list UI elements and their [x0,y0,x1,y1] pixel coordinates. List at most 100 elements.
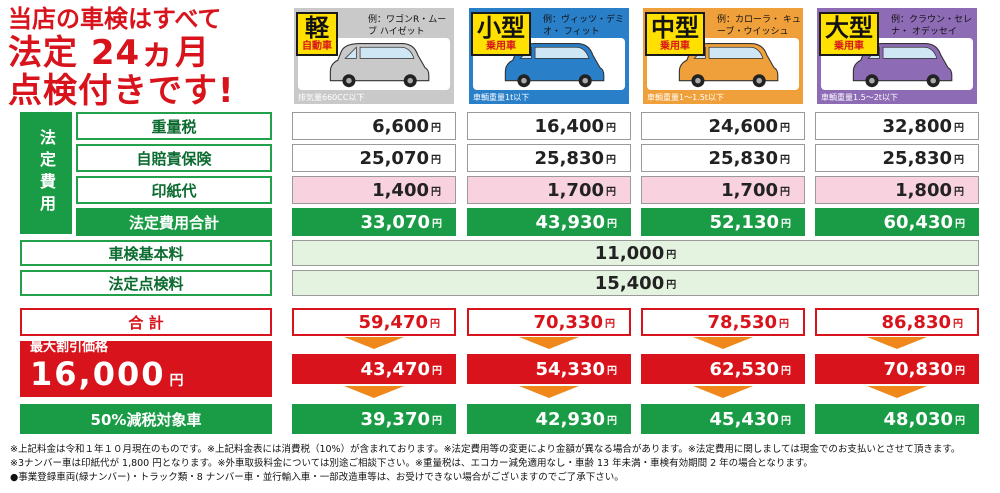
price-value: 60,430 [883,211,953,233]
price-value: 48,030 [883,408,953,430]
row-label-legal_total: 法定費用合計 [76,208,272,236]
price-value: 25,830 [882,147,952,169]
class-badge: 軽自動車 [296,12,338,56]
yen-unit: 円 [432,218,442,230]
price-value: 39,370 [360,408,430,430]
price-value: 86,830 [881,311,951,333]
class-sub: 乗用車 [486,41,516,52]
yen-unit: 円 [955,218,965,230]
down-arrow-icon [693,337,753,349]
price-value: 1,800 [895,179,952,201]
class-badge: 大型 乗用車 [819,12,879,56]
down-arrow-icon [519,337,579,349]
yen-unit: 円 [955,415,965,427]
legal-fees-label: 法定費用 [20,112,72,234]
price-cell: 25,830 円 [467,144,631,172]
max-discount-title: 最大割引価格 [30,339,109,355]
headline-line-3: 点検付きです! [8,71,235,111]
row-label-tax_reduction: 50%減税対象車 [20,404,272,434]
headline-line-2: 法定 24ヵ月 [8,33,211,73]
down-arrow-icon [344,386,404,398]
price-cell: 25,830 円 [815,144,979,172]
class-name: 軽 [305,14,329,42]
price-value: 1,400 [372,179,429,201]
yen-unit: 円 [666,279,677,291]
price-value: 43,470 [360,358,430,380]
price-cell: 6,600 円 [292,112,456,140]
price-value: 1,700 [721,179,778,201]
class-sub: 乗用車 [834,41,864,52]
row-label-text: 自賠責保険 [136,149,212,168]
price-cell: 45,430 円 [641,404,805,434]
price-cell-spanning: 11,000 円 [292,240,979,266]
footnotes: ※上記料金は令和１年１０月現在のものです。※上記料金表には消費税（10%）が含ま… [10,443,995,485]
price-cell: 48,030 円 [815,404,979,434]
yen-unit: 円 [430,318,440,330]
class-name: 中型 [651,14,699,42]
max-discount-amount: 16,000 [30,354,166,393]
price-cell: 1,800 円 [815,176,979,204]
price-cell: 43,930 円 [467,208,631,236]
price-cell: 70,330 円 [467,308,631,336]
class-example: 例：クラウン・セレナ・ オデッセイ [891,15,973,37]
price-cell: 59,470 円 [292,308,456,336]
price-value: 59,470 [358,311,428,333]
yen-unit: 円 [606,122,616,134]
class-name: 大型 [825,14,873,42]
down-arrow-icon [867,337,927,349]
class-badge: 小型 乗用車 [471,12,531,56]
price-cell: 52,130 円 [641,208,805,236]
yen-unit: 円 [779,318,789,330]
max-discount-yen: 円 [169,372,186,389]
footnote-1: ※上記料金は令和１年１０月現在のものです。※上記料金表には消費税（10%）が含ま… [10,444,961,455]
price-value: 32,800 [882,115,952,137]
price-value: 62,530 [709,358,779,380]
down-arrow-icon [344,337,404,349]
yen-unit: 円 [607,415,617,427]
class-sub: 自動車 [302,41,332,52]
class-weight: 車輌重量1.5～2t以下 [821,93,898,102]
row-label-inspection_fee: 法定点検料 [20,270,272,296]
row-label-text: 法定点検料 [108,274,184,293]
price-cell: 32,800 円 [815,112,979,140]
price-value: 6,600 [372,115,429,137]
price-cell: 54,330 円 [467,354,631,384]
class-example: 例：ワゴンR・ムーブ ハイゼット [368,15,447,37]
yen-unit: 円 [431,122,441,134]
legal-fees-label-text: 法定費用 [37,129,56,217]
row-label-text: 法定費用合計 [128,213,219,232]
yen-unit: 円 [781,365,791,377]
price-cell: 1,700 円 [467,176,631,204]
yen-unit: 円 [431,186,441,198]
yen-unit: 円 [605,318,615,330]
price-value: 24,600 [708,115,778,137]
yen-unit: 円 [607,365,617,377]
price-value: 25,830 [534,147,604,169]
price-cell: 25,070 円 [292,144,456,172]
price-value: 33,070 [360,211,430,233]
price-value: 11,000 [594,242,665,264]
class-badge: 中型 乗用車 [645,12,705,56]
down-arrow-icon [519,386,579,398]
yen-unit: 円 [607,218,617,230]
yen-unit: 円 [432,365,442,377]
price-value: 16,400 [534,115,604,137]
yen-unit: 円 [431,154,441,166]
row-label-text: 印紙代 [151,181,197,200]
price-cell: 16,400 円 [467,112,631,140]
price-cell: 60,430 円 [815,208,979,236]
yen-unit: 円 [666,249,677,261]
price-cell: 62,530 円 [641,354,805,384]
car-class-card: 大型 乗用車 例：クラウン・セレナ・ オデッセイ 車輌重量1.5～2t以下 [815,6,979,106]
yen-unit: 円 [780,122,790,134]
yen-unit: 円 [780,154,790,166]
down-arrow-icon [867,386,927,398]
row-label-text: 車検基本料 [108,244,184,263]
row-label-stamp: 印紙代 [76,176,272,204]
class-weight: 排気量660CC以下 [298,93,365,102]
row-label-weight_tax: 重量税 [76,112,272,140]
price-cell: 43,470 円 [292,354,456,384]
price-value: 70,330 [533,311,603,333]
price-cell: 1,400 円 [292,176,456,204]
price-value: 42,930 [535,408,605,430]
